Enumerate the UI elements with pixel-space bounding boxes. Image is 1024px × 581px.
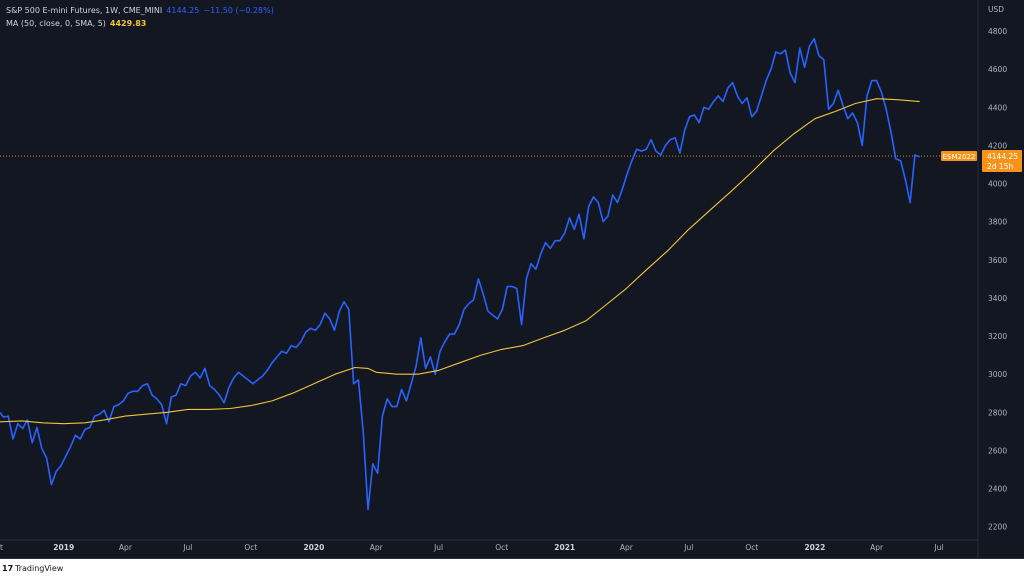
x-tick-label: Jul — [683, 543, 693, 552]
x-tick-label: Oct — [244, 543, 257, 552]
plot-background — [0, 0, 978, 558]
y-tick-label: 4000 — [988, 180, 1007, 189]
tradingview-logo-icon: 17 — [2, 564, 14, 573]
y-tick-label: 2600 — [988, 446, 1007, 455]
x-tick-label: Apr — [370, 543, 384, 552]
countdown-label: 2d 15h — [987, 162, 1013, 171]
contract-tag — [941, 151, 977, 162]
legend-ma-label: MA (50, close, 0, SMA, 5) — [6, 19, 106, 28]
current-price-tag-label: 4144.25 — [987, 152, 1018, 161]
y-tick-label: 3200 — [988, 332, 1007, 341]
y-tick-label: 2400 — [988, 485, 1007, 494]
y-tick-label: 4600 — [988, 65, 1007, 74]
currency-label: USD — [988, 5, 1004, 14]
x-tick-label: Jul — [182, 543, 192, 552]
x-tick-label: 2020 — [303, 543, 324, 552]
y-tick-label: 4200 — [988, 141, 1007, 150]
x-tick-label: t — [0, 543, 3, 552]
y-tick-label: 3000 — [988, 370, 1007, 379]
legend-symbol-line: S&P 500 E-mini Futures, 1W, CME_MINI 4144… — [6, 4, 274, 17]
footer-bar: 17 TradingView — [0, 558, 1024, 581]
y-tick-label: 2800 — [988, 408, 1007, 417]
x-tick-label: Apr — [620, 543, 634, 552]
y-tick-label: 2200 — [988, 523, 1007, 532]
legend-symbol: S&P 500 E-mini Futures, 1W, CME_MINI — [6, 6, 163, 15]
x-tick-label: Oct — [495, 543, 508, 552]
price-series-line — [0, 37, 920, 511]
y-tick-label: 4400 — [988, 103, 1007, 112]
y-tick-label: 3400 — [988, 294, 1007, 303]
x-tick-label: Oct — [745, 543, 758, 552]
ma-series-line — [0, 98, 920, 425]
y-tick-label: 3600 — [988, 256, 1007, 265]
legend-ma-value: 4429.83 — [109, 19, 147, 28]
legend-ma-line: MA (50, close, 0, SMA, 5) 4429.83 — [6, 17, 274, 30]
tradingview-brand: TradingView — [15, 564, 64, 573]
y-tick-label: 4800 — [988, 27, 1007, 36]
legend-change: −11.50 (−0.28%) — [203, 6, 274, 15]
price-scale[interactable] — [978, 0, 1024, 558]
contract-tag-label: ESM2022 — [943, 153, 976, 161]
chart-legend: S&P 500 E-mini Futures, 1W, CME_MINI 4144… — [6, 4, 274, 30]
x-tick-label: 2022 — [804, 543, 825, 552]
x-tick-label: Jul — [433, 543, 443, 552]
x-tick-label: 2021 — [554, 543, 575, 552]
x-tick-label: Apr — [119, 543, 133, 552]
x-tick-label: 2019 — [53, 543, 74, 552]
legend-price: 4144.25 — [166, 6, 200, 15]
x-tick-label: Apr — [870, 543, 884, 552]
y-tick-label: 3800 — [988, 218, 1007, 227]
current-price-tag — [982, 150, 1022, 173]
x-tick-label: Jul — [933, 543, 943, 552]
